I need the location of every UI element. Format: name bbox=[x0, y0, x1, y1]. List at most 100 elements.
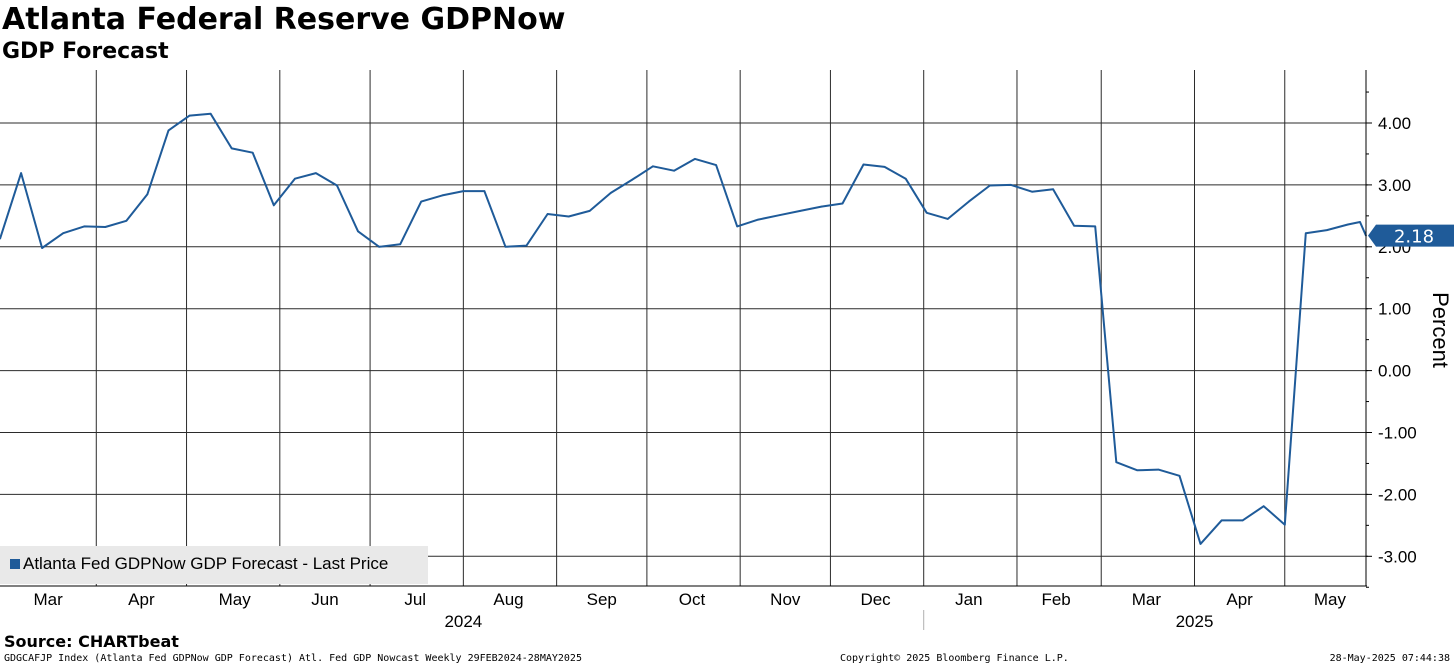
series-line bbox=[0, 112, 1367, 545]
data-point bbox=[209, 112, 212, 115]
data-point bbox=[483, 190, 486, 192]
data-point bbox=[694, 158, 696, 160]
data-point bbox=[925, 211, 928, 214]
data-point bbox=[946, 218, 949, 220]
data-point bbox=[125, 220, 128, 222]
data-point bbox=[1136, 469, 1139, 472]
xtick-label: Aug bbox=[493, 590, 523, 609]
data-point bbox=[757, 218, 760, 221]
index-info: GDGCAFJP Index (Atlanta Fed GDPNow GDP F… bbox=[4, 653, 582, 664]
data-point bbox=[1157, 468, 1160, 471]
data-point bbox=[904, 177, 907, 180]
xtick-label: Mar bbox=[34, 590, 64, 609]
data-point bbox=[1052, 188, 1054, 191]
xtick-label: Feb bbox=[1041, 590, 1070, 609]
data-point bbox=[525, 244, 528, 247]
data-point bbox=[1347, 223, 1349, 226]
data-point bbox=[862, 163, 865, 166]
data-point bbox=[1283, 523, 1286, 526]
data-point bbox=[715, 164, 717, 166]
xtick-label: Jun bbox=[311, 590, 338, 609]
y-axis-title: Percent bbox=[1428, 292, 1453, 368]
xtick-label: May bbox=[1314, 590, 1347, 609]
data-point bbox=[230, 147, 233, 150]
data-point bbox=[1094, 225, 1097, 228]
data-point bbox=[104, 226, 107, 228]
data-point bbox=[20, 172, 22, 174]
chart-subtitle: GDP Forecast bbox=[2, 39, 169, 64]
data-point bbox=[820, 205, 823, 208]
data-point bbox=[1359, 221, 1361, 223]
series-layer bbox=[0, 112, 1367, 545]
data-point bbox=[315, 172, 317, 174]
data-point bbox=[420, 200, 423, 203]
data-point bbox=[41, 247, 43, 249]
data-point bbox=[1031, 190, 1033, 193]
last-price-tag bbox=[1368, 224, 1454, 247]
data-point bbox=[736, 225, 738, 228]
data-point bbox=[1199, 543, 1202, 545]
xtick-label: Nov bbox=[770, 590, 801, 609]
timestamp: 28-May-2025 07:44:38 bbox=[1329, 653, 1450, 664]
data-point bbox=[357, 230, 359, 233]
xtick-label: Apr bbox=[128, 590, 155, 609]
ytick-label: 0.00 bbox=[1378, 362, 1411, 381]
data-point bbox=[273, 204, 275, 207]
xtick-label: Jul bbox=[404, 590, 426, 609]
ytick-label: -2.00 bbox=[1378, 485, 1417, 504]
ytick-label: -3.00 bbox=[1378, 547, 1417, 566]
data-point bbox=[251, 151, 254, 154]
data-point bbox=[378, 246, 380, 248]
data-point bbox=[1178, 475, 1181, 477]
year-label: 2024 bbox=[444, 612, 482, 631]
data-point bbox=[0, 237, 1, 240]
data-point bbox=[294, 177, 296, 180]
data-point bbox=[609, 192, 612, 194]
data-point bbox=[1220, 519, 1223, 522]
data-point bbox=[462, 190, 465, 192]
data-point bbox=[841, 202, 844, 205]
data-point bbox=[989, 184, 991, 187]
data-point bbox=[188, 114, 191, 117]
data-point bbox=[146, 193, 149, 195]
data-point bbox=[83, 225, 86, 228]
data-point bbox=[1010, 184, 1012, 186]
xtick-label: Oct bbox=[679, 590, 706, 609]
data-point bbox=[631, 179, 633, 181]
ytick-label: 4.00 bbox=[1378, 114, 1411, 133]
data-point bbox=[673, 169, 675, 172]
data-point bbox=[588, 210, 591, 212]
data-point bbox=[336, 184, 338, 187]
ytick-label: 1.00 bbox=[1378, 300, 1411, 319]
data-point bbox=[62, 232, 64, 234]
data-point bbox=[1262, 505, 1265, 507]
grid-layer bbox=[0, 70, 1368, 586]
ytick-label: 3.00 bbox=[1378, 176, 1411, 195]
copyright: Copyright© 2025 Bloomberg Finance L.P. bbox=[840, 653, 1069, 664]
data-point bbox=[1115, 461, 1118, 464]
xtick-label: Apr bbox=[1226, 590, 1253, 609]
data-point bbox=[441, 194, 444, 197]
last-price-value: 2.18 bbox=[1394, 227, 1434, 248]
xtick-label: May bbox=[219, 590, 252, 609]
legend-label: Atlanta Fed GDPNow GDP Forecast - Last P… bbox=[23, 554, 389, 573]
data-point bbox=[504, 246, 507, 248]
source-note: Source: CHARTbeat bbox=[4, 632, 179, 651]
data-point bbox=[567, 215, 570, 218]
data-point bbox=[167, 129, 170, 132]
data-point bbox=[652, 165, 654, 168]
year-label: 2025 bbox=[1176, 612, 1214, 631]
legend: Atlanta Fed GDPNow GDP Forecast - Last P… bbox=[0, 546, 428, 584]
xtick-label: Dec bbox=[860, 590, 891, 609]
data-point bbox=[778, 214, 781, 217]
data-point bbox=[968, 200, 970, 203]
xtick-label: Mar bbox=[1132, 590, 1162, 609]
data-point bbox=[399, 243, 401, 246]
data-point bbox=[799, 210, 802, 212]
data-point bbox=[883, 166, 886, 168]
xtick-label: Sep bbox=[587, 590, 617, 609]
legend-swatch bbox=[10, 559, 20, 569]
ytick-label: -1.00 bbox=[1378, 424, 1417, 443]
